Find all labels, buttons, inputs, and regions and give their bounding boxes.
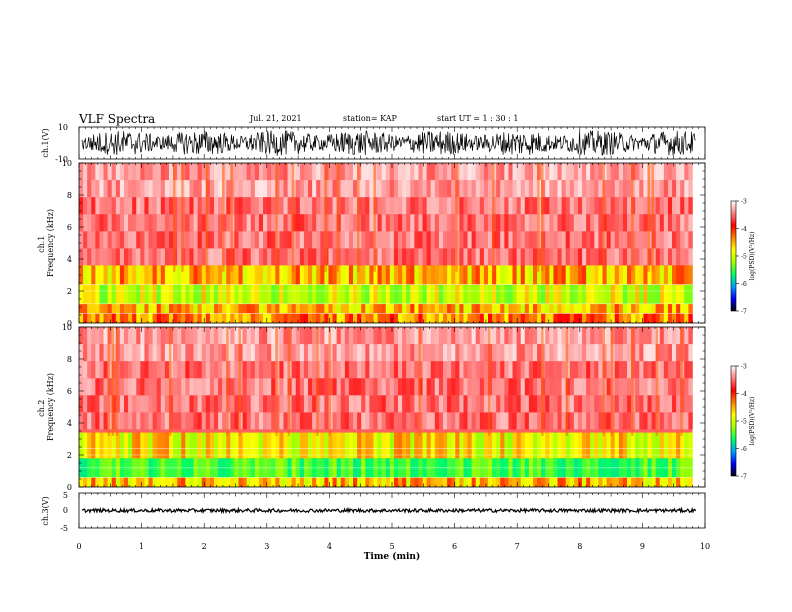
time-tick-label: 5 (389, 542, 394, 551)
panel-ch1-waveform: 10 -10 ch.1(V) (41, 123, 706, 164)
ch1-spectrogram-ytick-labels: 0 2 4 6 8 10 (62, 159, 72, 328)
colorbar-tick-label: -6 (741, 446, 747, 453)
ch1-waveform-line (81, 130, 696, 156)
time-xtick-labels: 0 1 2 3 4 5 6 7 8 9 10 (76, 542, 710, 551)
time-tick-label: 7 (515, 542, 520, 551)
ch3-ytick-top: 5 (63, 491, 68, 500)
time-tick-label: 6 (452, 542, 457, 551)
ch3-waveform-line (81, 506, 697, 515)
freq-tick-label: 8 (67, 191, 72, 200)
freq-tick-label: 2 (67, 287, 72, 296)
ch2-spectrogram-ticks (78, 326, 706, 488)
colorbar-tick-label: -5 (741, 419, 747, 426)
ch1-ytick-bottom: -10 (55, 155, 68, 164)
time-tick-label: 10 (700, 542, 710, 551)
start-time-label: start UT = 1 : 30 : 1 (437, 114, 519, 123)
colorbar-tick-label: -3 (741, 199, 747, 206)
colorbar-tick-label: -4 (741, 391, 747, 398)
time-tick-label: 3 (264, 542, 269, 551)
time-tick-label: 8 (577, 542, 582, 551)
panel-ch3-waveform: 5 0 -5 ch.3(V) 0 1 2 3 4 5 6 7 8 9 10 Time (min) (41, 491, 710, 562)
time-tick-label: 0 (76, 542, 81, 551)
date-label: Jul. 21, 2021 (250, 114, 302, 123)
ch1-spectrogram-image (79, 163, 693, 323)
freq-tick-label: 2 (67, 451, 72, 460)
panel-ch1-spectrogram: 0 2 4 6 8 10 ch.1 Frequency (kHz) (37, 159, 706, 328)
ch2-channel-label: ch.2 (37, 400, 46, 417)
time-tick-label: 2 (202, 542, 207, 551)
time-xlabel: Time (min) (364, 551, 421, 562)
time-tick-label: 4 (327, 542, 332, 551)
ch1-spectrogram-ticks (78, 162, 706, 324)
colorbar-ch2-label: log(PSD)(V²/Hz) (749, 397, 756, 446)
ch1-frequency-label: Frequency (kHz) (46, 209, 55, 277)
colorbar-ch2-ticks: -3 -4 -5 -6 -7 (736, 364, 747, 481)
freq-tick-label: 8 (67, 355, 72, 364)
colorbar-ch2-bar (730, 365, 737, 477)
ch2-spectrogram-ylabel: ch.2 Frequency (kHz) (37, 373, 55, 441)
colorbar-tick-label: -7 (741, 474, 747, 481)
colorbar-ch1: -3 -4 -5 -6 -7 log(PSD)(V²/Hz) (730, 199, 756, 316)
ch1-waveform-ticks (78, 127, 706, 159)
panel-ch2-spectrogram: 0 2 4 6 8 10 ch.2 Frequency (kHz) (37, 323, 706, 492)
plot-title: VLF Spectra (79, 112, 156, 126)
colorbar-ch1-label: log(PSD)(V²/Hz) (749, 232, 756, 281)
ch1-waveform-ylabel: ch.1(V) (41, 128, 50, 157)
colorbar-tick-label: -6 (741, 281, 747, 288)
freq-tick-label: 4 (67, 419, 72, 428)
freq-tick-label: 6 (67, 223, 72, 232)
colorbar-ch2: -3 -4 -5 -6 -7 log(PSD)(V²/Hz) (730, 364, 756, 481)
freq-tick-label: 0 (67, 319, 72, 328)
colorbar-tick-label: -3 (741, 364, 747, 371)
ch1-channel-label: ch.1 (37, 236, 46, 253)
ch2-frequency-label: Frequency (kHz) (46, 373, 55, 441)
station-label: station= KAP (343, 114, 397, 123)
freq-tick-label: 0 (67, 483, 72, 492)
ch1-spectrogram-ylabel: ch.1 Frequency (kHz) (37, 209, 55, 277)
freq-tick-label: 6 (67, 387, 72, 396)
freq-tick-label: 10 (62, 323, 72, 332)
ch3-ytick-mid: 0 (63, 506, 68, 515)
ch2-spectrogram-image (79, 327, 693, 487)
colorbar-tick-label: -5 (741, 254, 747, 261)
time-tick-label: 1 (139, 542, 144, 551)
colorbar-tick-label: -4 (741, 226, 747, 233)
colorbar-ch1-bar (730, 200, 737, 312)
ch1-ytick-top: 10 (58, 123, 68, 132)
ch3-waveform-ylabel: ch.3(V) (41, 496, 50, 525)
freq-tick-label: 10 (62, 159, 72, 168)
colorbar-ch1-ticks: -3 -4 -5 -6 -7 (736, 199, 747, 316)
ch2-spectrogram-ytick-labels: 0 2 4 6 8 10 (62, 323, 72, 492)
colorbar-tick-label: -7 (741, 309, 747, 316)
freq-tick-label: 4 (67, 255, 72, 264)
time-tick-label: 9 (640, 542, 645, 551)
ch3-waveform-ticks (78, 493, 706, 528)
ch3-ytick-bottom: -5 (60, 524, 68, 533)
